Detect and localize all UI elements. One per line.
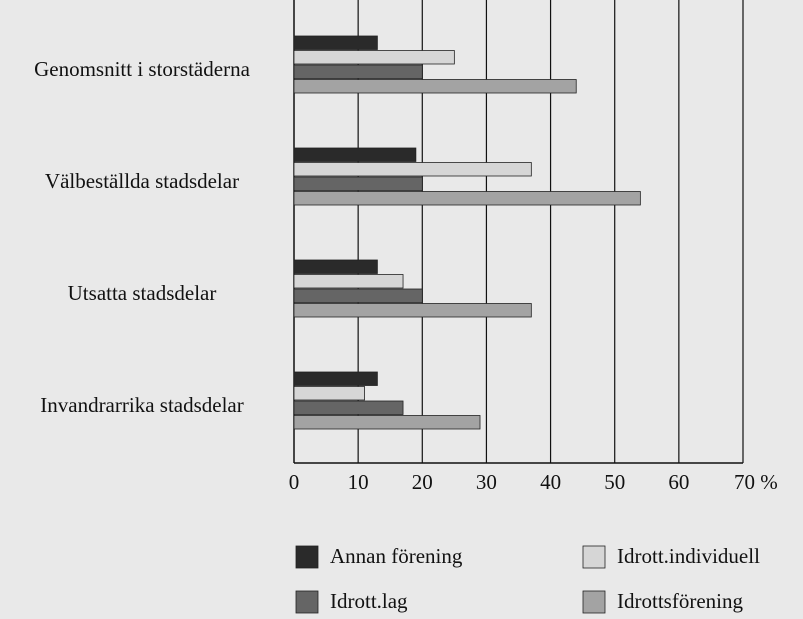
- x-tick-label: 30: [476, 470, 497, 494]
- x-tick-label: 50: [604, 470, 625, 494]
- bar: [293, 415, 481, 430]
- bar: [293, 35, 378, 50]
- bar: [293, 288, 423, 303]
- x-tick-label: 60: [668, 470, 689, 494]
- x-tick-label: 0: [289, 470, 300, 494]
- x-tick-label: 10: [348, 470, 369, 494]
- bar: [293, 79, 577, 94]
- bar: [293, 303, 532, 318]
- legend-label: Annan förening: [330, 544, 463, 568]
- bar: [293, 259, 378, 274]
- category-label: Utsatta stadsdelar: [68, 281, 217, 305]
- category-label: Välbeställda stadsdelar: [45, 169, 239, 193]
- bar: [293, 64, 423, 79]
- legend-swatch: [295, 590, 319, 614]
- bar: [293, 50, 455, 65]
- legend-label: Idrott.individuell: [617, 544, 760, 568]
- x-tick-label: 70 %: [734, 470, 778, 494]
- category-label: Genomsnitt i storstäderna: [34, 57, 250, 81]
- bar: [293, 147, 417, 162]
- legend-swatch: [582, 590, 606, 614]
- legend-swatch: [295, 545, 319, 569]
- legend-label: Idrottsförening: [617, 589, 743, 613]
- category-label: Invandrarrika stadsdelar: [40, 393, 244, 417]
- bar: [293, 274, 404, 289]
- legend-label: Idrott.lag: [330, 589, 408, 613]
- legend-swatch: [582, 545, 606, 569]
- bar: [293, 400, 404, 415]
- bar: [293, 176, 423, 191]
- x-tick-label: 40: [540, 470, 561, 494]
- bar: [293, 162, 532, 177]
- bar: [293, 191, 641, 206]
- bar: [293, 371, 378, 386]
- bar: [293, 386, 365, 401]
- x-tick-label: 20: [412, 470, 433, 494]
